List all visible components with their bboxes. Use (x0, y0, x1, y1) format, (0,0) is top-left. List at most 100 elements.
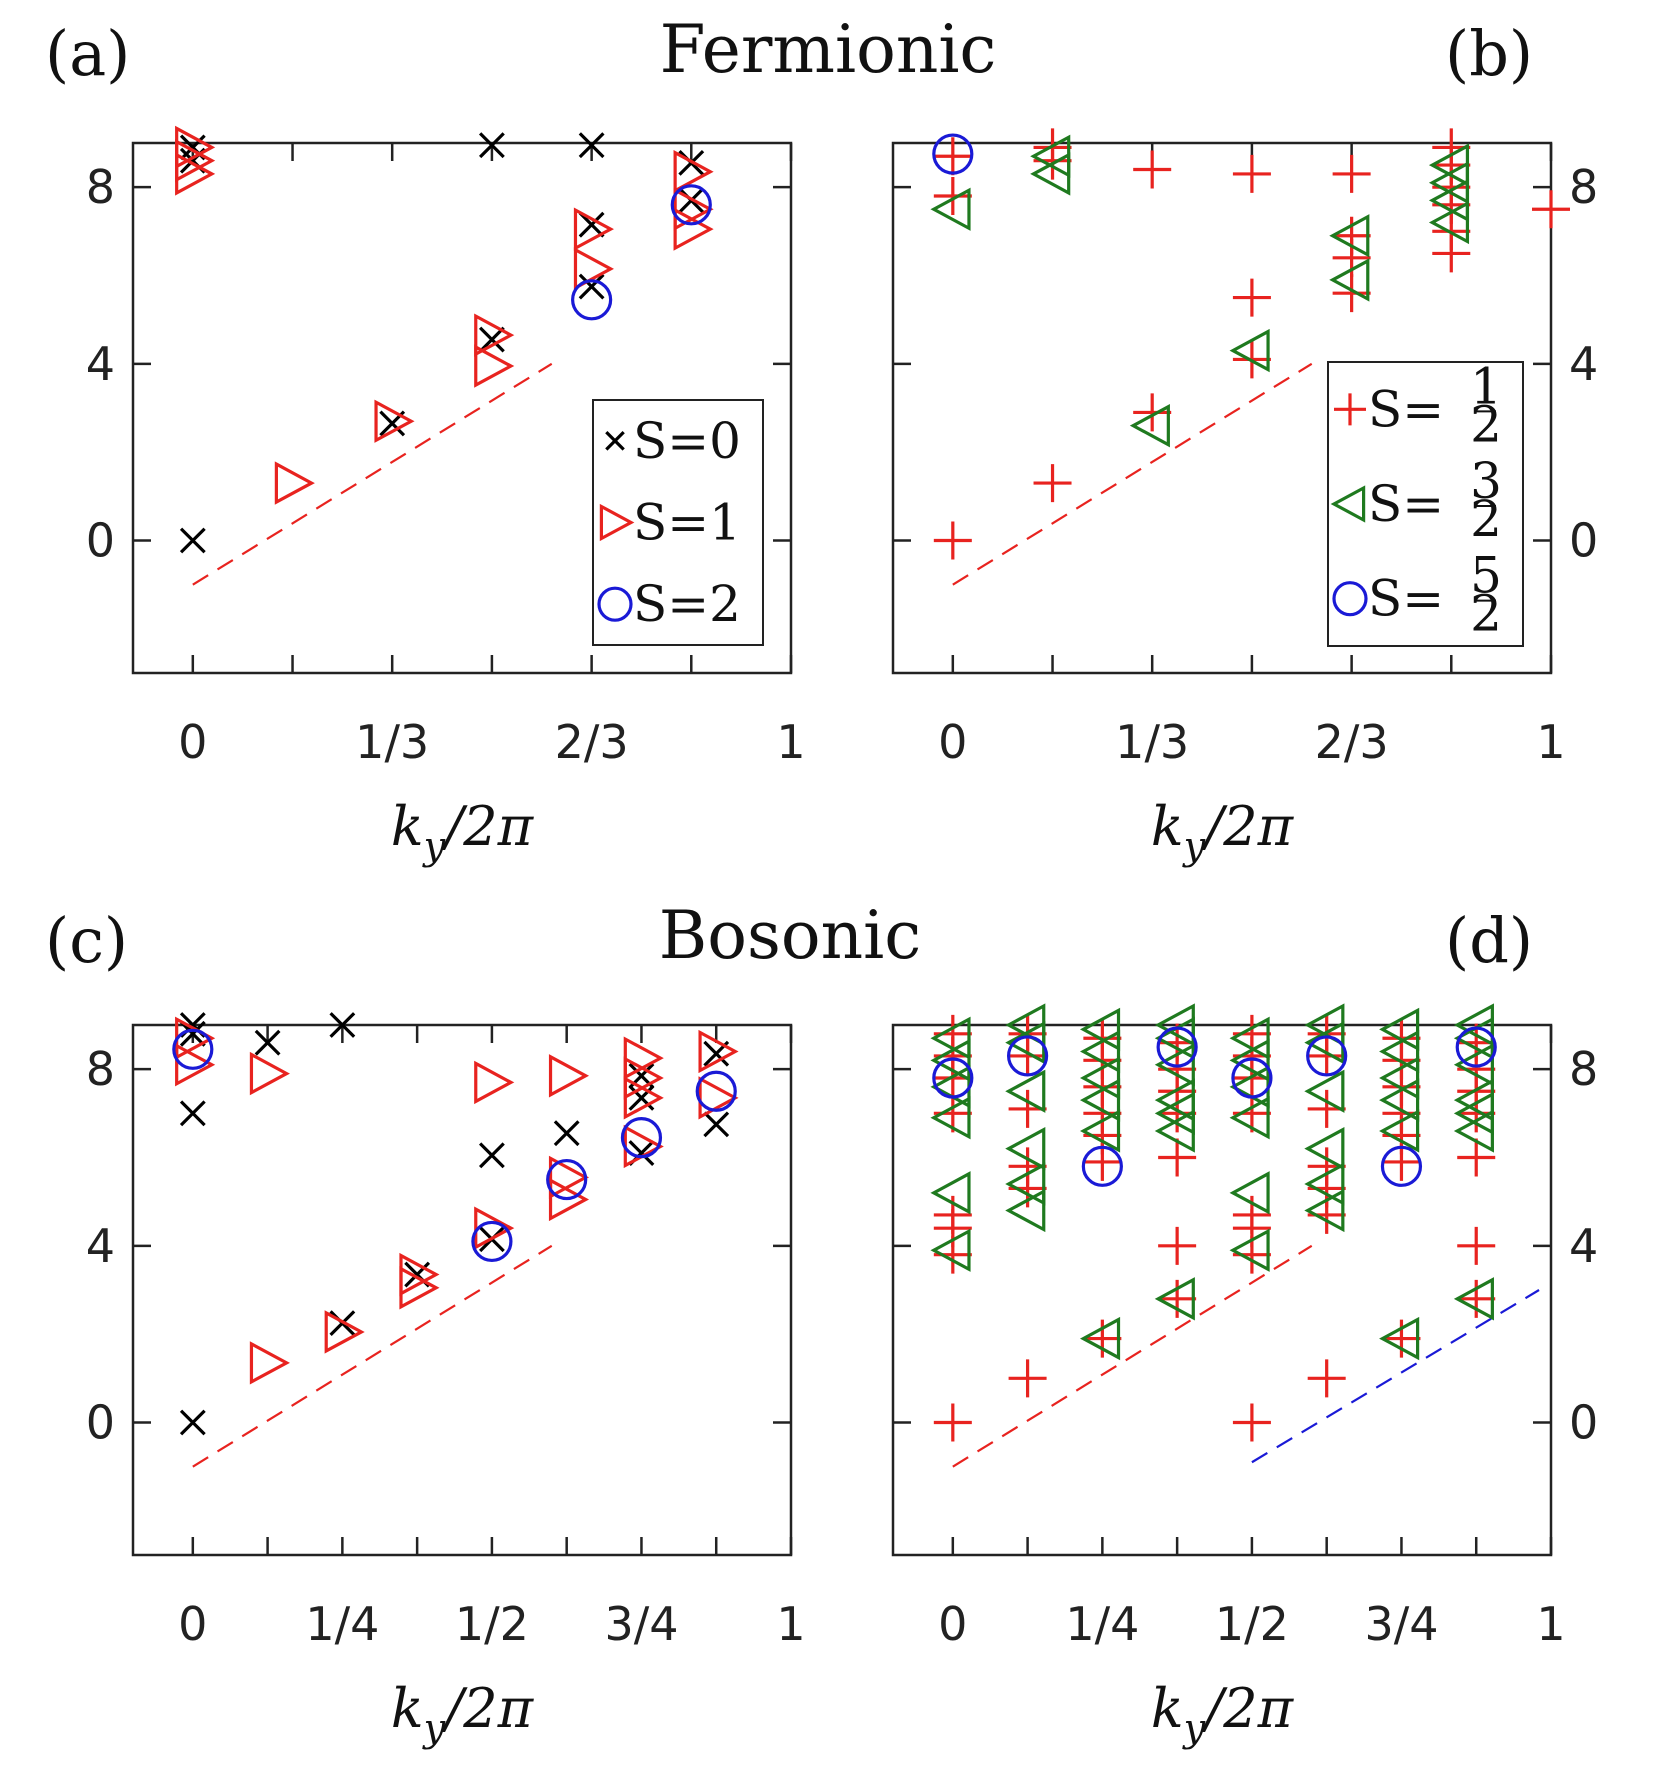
data-point-triangle-left (1005, 1069, 1046, 1113)
legend-fraction-numerator: 5 (1470, 547, 1502, 605)
data-point-circle (620, 1117, 663, 1159)
data-point-triangle-left (1304, 1126, 1345, 1171)
x-tick-label: 2/3 (1315, 715, 1389, 769)
data-point-triangle-left (1229, 1171, 1270, 1215)
data-point-circle (1231, 1057, 1273, 1099)
x-tick-label: 1 (1536, 1597, 1565, 1651)
data-point-plus (1332, 154, 1371, 193)
data-point-plus (1332, 216, 1371, 255)
x-tick-label: 3/4 (1364, 1597, 1438, 1651)
x-axis-label: ky/2π (391, 795, 535, 868)
data-point-triangle-left (1229, 1016, 1270, 1060)
data-point-plus (1133, 393, 1172, 432)
data-point-x (578, 211, 605, 238)
x-tick-label: 0 (178, 715, 207, 769)
data-point-triangle-left (1379, 1029, 1420, 1074)
y-tick-label: 8 (1569, 160, 1598, 214)
data-point-circle (1455, 1026, 1497, 1068)
x-axis-label: ky/2π (1151, 795, 1295, 868)
data-point-x (179, 1409, 206, 1436)
data-point-triangle-right (474, 1060, 515, 1105)
data-point-triangle-left (1304, 1069, 1345, 1113)
legend-marker-plus (1334, 393, 1366, 426)
x-tick-label: 0 (938, 1597, 967, 1651)
x-tick-label: 1 (776, 1597, 805, 1651)
data-point-triangle-right (474, 1206, 515, 1250)
y-tick-label: 4 (86, 337, 115, 391)
data-point-plus (933, 1403, 972, 1442)
data-point-x (478, 326, 505, 353)
y-tick-label: 8 (86, 1042, 115, 1096)
data-point-x (578, 132, 605, 159)
data-point-x (553, 1120, 580, 1147)
data-point-x (179, 1020, 206, 1047)
data-point-triangle-right (623, 1036, 664, 1080)
data-point-triangle-right (573, 207, 614, 251)
y-tick-label: 0 (1569, 514, 1598, 568)
panel-d: 0 1/4 1/2 3/4 1 0 4 8 ky/2π (891, 1003, 1598, 1750)
data-point-plus (933, 137, 972, 176)
data-point-circle (172, 1028, 214, 1070)
data-point-triangle-left (1453, 1043, 1494, 1087)
data-point-triangle-left (1005, 1188, 1046, 1233)
data-point-circle (546, 1158, 588, 1201)
data-point-plus (1307, 1359, 1346, 1398)
data-point-triangle-right (399, 1252, 440, 1297)
data-point-triangle-right (274, 461, 315, 505)
data-point-triangle-left (1079, 1078, 1121, 1122)
axes-frame-b (891, 141, 1553, 675)
y-tick-label: 4 (1569, 337, 1598, 391)
data-point-plus (1133, 150, 1172, 189)
data-point-triangle-left (930, 1038, 971, 1083)
data-point-triangle-left (1005, 1003, 1046, 1047)
legend-label: S=1 (633, 494, 741, 552)
data-point-x (478, 132, 505, 159)
data-point-triangle-left (1379, 1056, 1420, 1100)
data-point-circle (1006, 1035, 1049, 1077)
legend-label: S=0 (633, 412, 741, 470)
data-point-triangle-left (1154, 1003, 1195, 1047)
guide-dashed-line (952, 1244, 1313, 1468)
data-point-triangle-left (930, 187, 971, 231)
data-point-triangle-right (548, 1054, 590, 1098)
title-fermionic: Fermionic (660, 11, 997, 88)
data-point-triangle-left (1428, 200, 1470, 245)
legend-marker-triangle-left (1330, 485, 1366, 523)
y-tick-label: 0 (1569, 1396, 1598, 1450)
legend-fraction-numerator: 1 (1470, 357, 1502, 415)
data-point-circle (471, 1220, 513, 1263)
data-point-plus (1033, 464, 1072, 503)
legend-fraction-denominator: 2 (1470, 395, 1502, 453)
panel-label-c: (c) (45, 904, 128, 977)
axes-frame-d (891, 1023, 1553, 1557)
data-point-triangle-right (673, 150, 714, 194)
data-point-triangle-left (1129, 403, 1170, 448)
data-point-x (179, 527, 206, 554)
legend-fraction-denominator: 2 (1470, 585, 1502, 643)
data-point-x (254, 1029, 281, 1056)
data-point-plus (1457, 1226, 1496, 1265)
legend-fraction-denominator: 2 (1470, 490, 1502, 548)
data-point-plus (1532, 190, 1570, 229)
data-point-circle (1380, 1145, 1423, 1187)
legend-fraction-numerator: 3 (1470, 452, 1502, 510)
panel-label-b: (b) (1445, 17, 1533, 90)
legend-label: S= (1368, 475, 1444, 533)
data-point-triangle-left (1379, 1007, 1420, 1052)
data-point-circle (670, 184, 712, 226)
data-point-triangle-left (1453, 1078, 1494, 1122)
data-point-circle (1306, 1035, 1348, 1077)
data-point-triangle-left (1005, 1126, 1046, 1171)
data-point-triangle-left (930, 1096, 971, 1140)
x-tick-label: 1/4 (305, 1597, 379, 1651)
data-point-circle (1081, 1145, 1123, 1187)
data-point-plus (1232, 1403, 1271, 1442)
data-point-plus (1083, 1319, 1122, 1358)
data-point-triangle-right (249, 1051, 290, 1096)
data-point-circle (932, 133, 974, 175)
x-tick-label: 1 (1536, 715, 1565, 769)
guide-dashed-line (952, 362, 1313, 586)
data-point-x (703, 1111, 730, 1138)
legend-box (592, 399, 764, 646)
